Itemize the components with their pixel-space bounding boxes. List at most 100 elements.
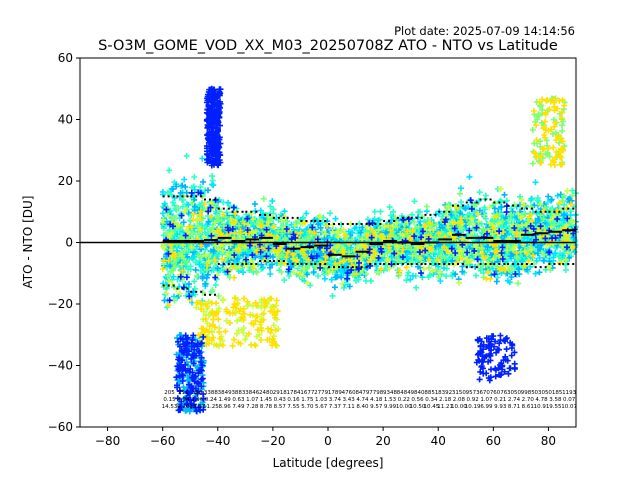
x-tick-label: −20: [260, 434, 285, 448]
bin-stat-label: 1.45: [260, 397, 273, 403]
bin-stat-label: 4.74: [356, 397, 369, 403]
bin-stat-label: 7.11: [343, 404, 355, 410]
bin-stat-label: 0185: [548, 390, 562, 396]
y-axis: −60 −40 −20 0 20 40 60: [48, 51, 80, 434]
bin-stat-label: 3.74: [329, 397, 342, 403]
y-tick-label: 60: [58, 51, 73, 65]
bin-stat-label: 7.28: [246, 404, 259, 410]
bin-stat-label: 3.96: [191, 397, 204, 403]
bin-stat-label: 1193: [562, 390, 576, 396]
bin-stat-label: 4.78: [535, 397, 548, 403]
bin-stat-label: 1789: [328, 390, 342, 396]
bin-stat-label: 211: [178, 390, 189, 396]
bin-stat-label: 8851: [424, 390, 438, 396]
bin-stat-label: 350: [192, 390, 203, 396]
bin-stat-label: 0.15: [163, 397, 176, 403]
bin-stat-label: 8.78: [260, 404, 273, 410]
bin-stat-label: 1677: [300, 390, 314, 396]
bin-stat-label: 0305: [535, 390, 549, 396]
bin-stat-label: 6076: [493, 390, 507, 396]
bin-stat-label: 10.91: [534, 404, 550, 410]
bin-stat-label: 1.49: [219, 397, 232, 403]
bin-stat-label: 2480: [259, 390, 273, 396]
bin-stat-label: 9.55: [549, 404, 562, 410]
y-tick-label: 20: [58, 174, 73, 188]
bin-stats: 205 211 350 3388 3849 3883 3846 2480 2918 1784 167…: [162, 390, 578, 410]
bin-stat-label: 1.53: [384, 397, 397, 403]
bin-stat-label: 8.61: [522, 404, 534, 410]
bin-stat-label: 11.25: [203, 404, 219, 410]
bin-stat-label: 6707: [479, 390, 493, 396]
x-tick-label: 0: [324, 434, 332, 448]
bin-stat-label: 0.07: [563, 397, 576, 403]
bin-stat-label: 2.74: [508, 397, 521, 403]
bin-stat-label: 0.21: [494, 397, 506, 403]
bin-stat-label: 0.43: [274, 397, 287, 403]
bin-stat-label: 205: [164, 390, 175, 396]
bin-stat-label: 6.99: [480, 404, 493, 410]
bin-stat-label: 0.34: [425, 397, 438, 403]
y-tick-label: 40: [58, 113, 73, 127]
bin-stat-label: 2.18: [439, 397, 452, 403]
bin-stat-label: 2.70: [522, 397, 535, 403]
x-axis: −80 −60 −40 −20 0 20 40 60 80: [95, 427, 556, 448]
bin-stat-label: 10.50: [410, 404, 426, 410]
bin-stat-label: 3050: [507, 390, 521, 396]
scatter-series-blue: [163, 85, 578, 415]
bin-stat-label: 8.71: [508, 404, 520, 410]
y-tick-label: 0: [65, 236, 73, 250]
bin-stat-label: 0.56: [411, 397, 424, 403]
bin-stat-label: 1.03: [315, 397, 328, 403]
x-tick-label: 80: [541, 434, 556, 448]
bin-stat-label: 11.21: [437, 404, 453, 410]
bin-stat-label: 9.93: [494, 404, 507, 410]
bin-stat-label: 9985: [521, 390, 535, 396]
bin-stat-label: 4760: [342, 390, 356, 396]
bin-stat-label: 2918: [273, 390, 287, 396]
bin-stat-label: 0.16: [287, 397, 300, 403]
bin-stat-label: 10.00: [396, 404, 412, 410]
bin-stat-label: 10.00: [451, 404, 467, 410]
bin-stat-label: 4.94: [177, 397, 190, 403]
bin-stat-label: 7.37: [329, 404, 342, 410]
x-tick-label: 40: [431, 434, 446, 448]
bin-stat-label: 10.45: [423, 404, 439, 410]
x-tick-label: 20: [375, 434, 390, 448]
bin-stat-label: 3388: [204, 390, 218, 396]
scatter-points: [159, 85, 579, 415]
bin-stat-label: 10.07: [561, 404, 577, 410]
y-tick-label: −40: [48, 359, 73, 373]
bin-stat-label: 0.63: [232, 397, 245, 403]
y-tick-label: −60: [48, 420, 73, 434]
bin-stat-label: 9.20: [177, 404, 190, 410]
bin-stat-label: 0.22: [398, 397, 410, 403]
bin-stat-label: 1.07: [246, 397, 259, 403]
bin-stat-label: 8484: [397, 390, 411, 396]
bin-stat-label: 1.75: [301, 397, 314, 403]
bin-stat-label: 9348: [383, 390, 397, 396]
x-tick-label: −60: [150, 434, 175, 448]
bin-stat-label: 14.53: [162, 404, 178, 410]
bin-stat-label: 2779: [314, 390, 328, 396]
y-tick-label: −20: [48, 297, 73, 311]
bin-stat-label: 5.67: [315, 404, 328, 410]
x-tick-label: −80: [95, 434, 120, 448]
bin-stat-label: 0.24: [205, 397, 218, 403]
bin-stat-label: 0.92: [467, 397, 479, 403]
bin-stat-label: 9840: [411, 390, 425, 396]
bin-stat-label: 3.43: [343, 397, 356, 403]
bin-stat-label: 8.40: [356, 404, 369, 410]
bin-stat-label: 3849: [218, 390, 232, 396]
bin-stat-label: 3846: [245, 390, 259, 396]
bin-stat-label: 9.99: [384, 404, 397, 410]
bin-lines: [80, 195, 576, 296]
bin-stat-label: 3883: [231, 390, 245, 396]
x-axis-label: Latitude [degrees]: [273, 456, 384, 470]
x-tick-label: 60: [486, 434, 501, 448]
chart-title: S-O3M_GOME_VOD_XX_M03_20250708Z ATO - NT…: [98, 38, 558, 54]
bin-stat-label: 9.57: [370, 404, 383, 410]
x-tick-label: −40: [205, 434, 230, 448]
bin-stat-label: 1.07: [480, 397, 493, 403]
y-axis-label: ATO - NTO [DU]: [21, 196, 35, 289]
